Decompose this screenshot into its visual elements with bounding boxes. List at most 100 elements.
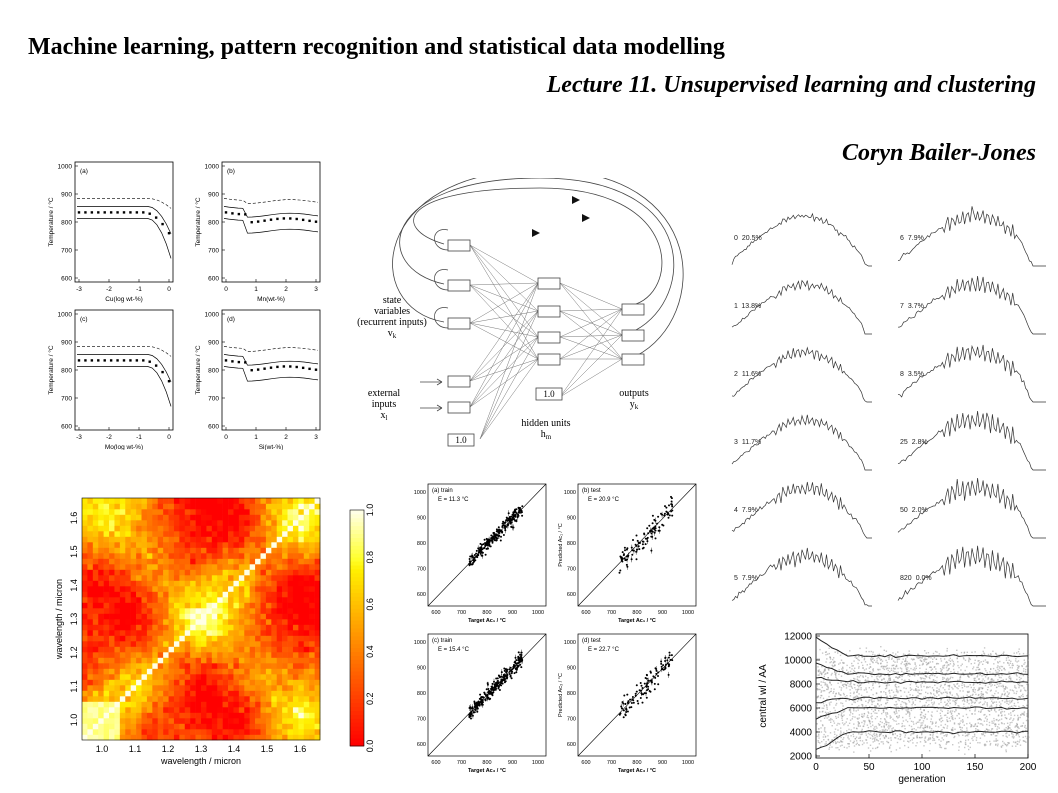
data-point: [663, 514, 666, 517]
heatmap-cell: [168, 536, 175, 543]
heatmap-cell: [82, 663, 88, 669]
heatmap-cell: [255, 718, 261, 724]
population-point: [1009, 718, 1011, 720]
population-point: [1024, 740, 1026, 743]
heatmap-cell: [130, 509, 137, 515]
heatmap-cell: [184, 498, 191, 504]
heatmap-cell: [249, 547, 256, 554]
heatmap-cell: [228, 707, 234, 713]
heatmap-cell: [309, 646, 315, 653]
y-tick-label: 600: [208, 424, 219, 431]
heatmap-cell: [103, 657, 110, 664]
heatmap-cell: [109, 685, 115, 691]
population-point: [994, 725, 997, 727]
heatmap-cell: [130, 608, 137, 614]
heatmap-cell: [287, 498, 294, 504]
colorbar-cell: [350, 521, 364, 527]
heatmap-cell: [146, 558, 153, 565]
heatmap-cell: [179, 597, 186, 603]
population-point: [844, 696, 846, 698]
population-point: [896, 712, 898, 714]
population-point: [1016, 678, 1018, 681]
heatmap-cell: [92, 602, 99, 609]
data-point: [486, 693, 489, 696]
heatmap-cell: [244, 536, 250, 543]
population-point: [873, 726, 876, 728]
connection: [469, 282, 539, 324]
heatmap-cell: [109, 679, 115, 686]
heatmap-cell: [201, 525, 207, 532]
population-point: [874, 737, 877, 739]
data-point: [471, 709, 474, 712]
population-point: [936, 692, 938, 694]
heatmap-frame: [81, 497, 321, 741]
population-point: [825, 654, 827, 656]
heatmap-cell: [146, 635, 153, 642]
heatmap-cell: [173, 685, 180, 691]
population-point: [930, 669, 932, 671]
data-point: [631, 696, 634, 698]
population-point: [889, 726, 891, 728]
data-point: [515, 667, 518, 670]
heatmap-cell: [136, 685, 142, 691]
population-point: [961, 663, 963, 665]
population-point: [818, 669, 820, 671]
population-point: [910, 709, 913, 712]
data-point: [646, 536, 649, 539]
data-point: [490, 534, 493, 537]
population-point: [940, 701, 942, 703]
population-point: [896, 689, 898, 691]
colorbar-cell: [350, 706, 364, 711]
heatmap-cell: [103, 685, 110, 691]
data-point: [646, 527, 649, 530]
colorbar-cell: [350, 533, 364, 538]
population-point: [855, 740, 858, 742]
heatmap-cell: [179, 635, 186, 642]
heatmap-cell: [228, 729, 234, 735]
heatmap-cell: [282, 580, 288, 587]
heatmap-cell: [136, 696, 142, 702]
population-point: [828, 692, 830, 694]
heatmap-cell: [271, 613, 278, 620]
population-point: [979, 742, 981, 744]
data-point: [282, 365, 286, 368]
population-point: [843, 746, 846, 748]
population-point: [914, 699, 917, 701]
data-point: [505, 671, 508, 674]
population-point: [890, 739, 892, 741]
population-point: [858, 737, 860, 739]
population-point: [860, 698, 862, 700]
population-point: [870, 699, 872, 701]
heatmap-cell: [179, 547, 186, 554]
heatmap-cell: [211, 701, 218, 708]
heatmap-cell: [309, 597, 315, 603]
heatmap-cell: [314, 608, 321, 614]
heatmap-cell: [287, 564, 294, 570]
population-point: [892, 670, 895, 672]
population-point: [951, 715, 954, 717]
heatmap-cell: [109, 536, 115, 543]
heatmap-cell: [206, 679, 213, 686]
population-point: [933, 738, 935, 740]
population-point: [935, 663, 938, 665]
page-title: Machine learning, pattern recognition an…: [28, 34, 725, 60]
heatmap-cell: [136, 498, 142, 504]
population-point: [904, 654, 906, 656]
population-point: [820, 690, 823, 692]
heatmap-cell: [87, 641, 94, 647]
heatmap-cell: [287, 668, 294, 675]
heatmap-cell: [82, 718, 88, 724]
heatmap-cell: [255, 729, 261, 735]
population-point: [853, 710, 855, 712]
x-tick-label: 700: [457, 610, 466, 616]
data-point: [631, 553, 634, 556]
heatmap-cell: [173, 547, 180, 554]
upper-line: [77, 354, 172, 383]
population-point: [910, 720, 913, 722]
heatmap-cell: [276, 536, 283, 543]
heatmap-cell: [109, 602, 115, 609]
data-point: [635, 684, 638, 687]
population-point: [994, 684, 996, 686]
heatmap-cell: [238, 608, 245, 614]
heatmap-cell: [141, 712, 148, 719]
